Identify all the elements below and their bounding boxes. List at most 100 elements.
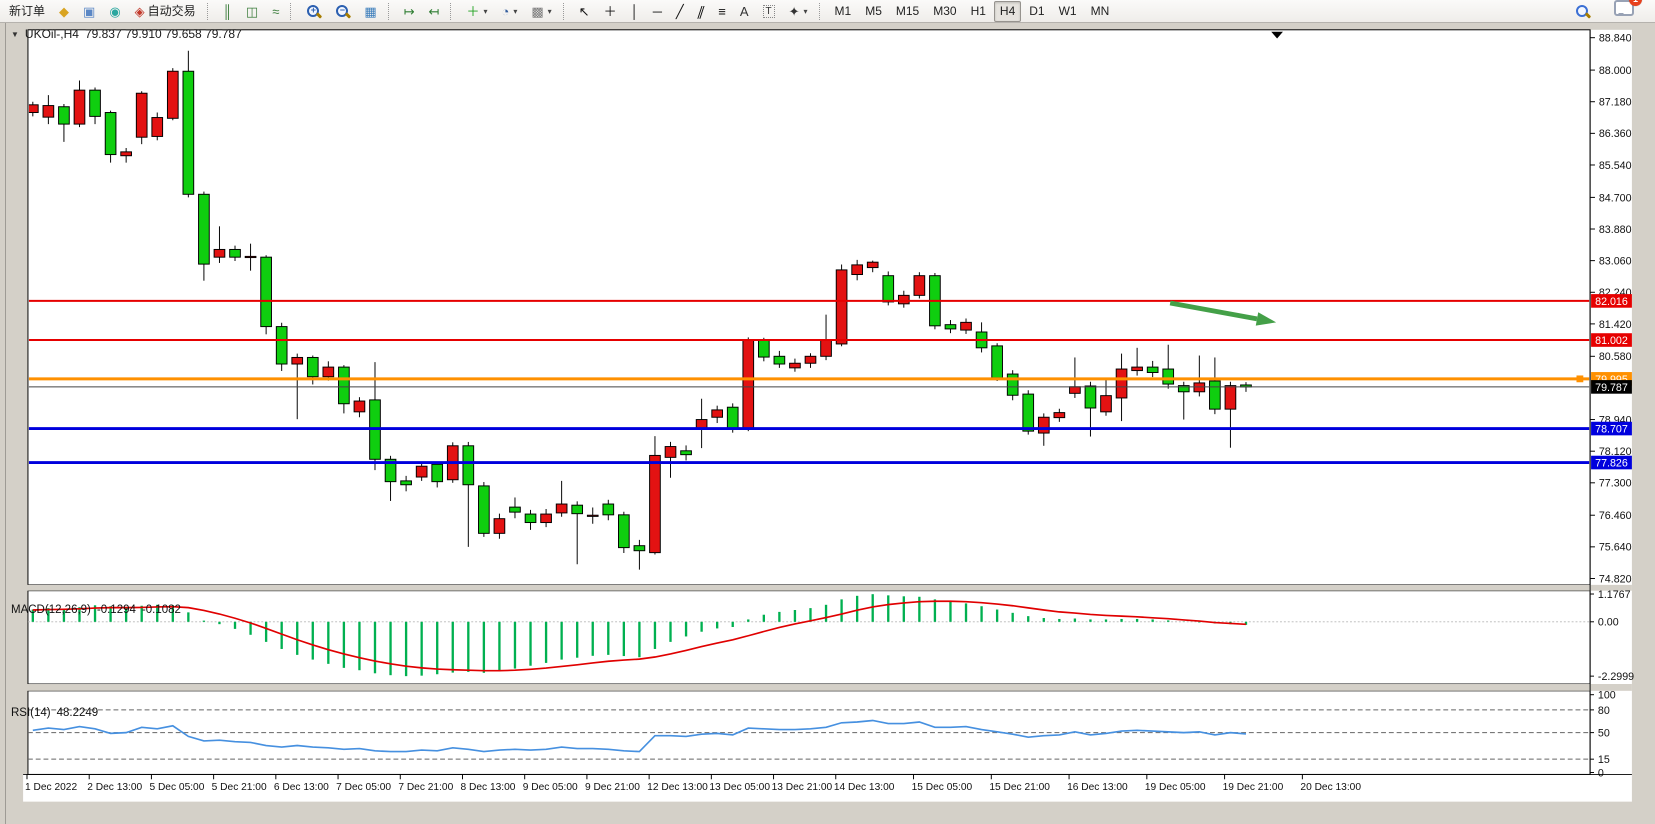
time-tick-label: 2 Dec 13:00	[87, 782, 142, 793]
timeframe-w1-button[interactable]: W1	[1053, 1, 1083, 22]
timeframe-m15-button[interactable]: M15	[890, 1, 925, 22]
candlestick-chart-button[interactable]: ◫	[240, 1, 264, 22]
crosshair-icon: ＋	[603, 3, 617, 19]
macd-label: MACD(12,26,9) -0.1294 -0.1082	[11, 604, 181, 616]
market-watch-button[interactable]: ◆	[53, 1, 75, 22]
candle	[633, 539, 646, 570]
candle	[1209, 357, 1221, 415]
timeframe-mn-button[interactable]: MN	[1085, 1, 1116, 22]
candle	[42, 95, 55, 125]
timeframe-h1-button[interactable]: H1	[965, 1, 992, 22]
panel-splitter[interactable]	[23, 684, 1632, 691]
search-button[interactable]	[1569, 1, 1596, 22]
time-tick-label: 1 Dec 2022	[25, 782, 77, 793]
trend-arrow[interactable]	[1169, 300, 1277, 326]
chart-svg: 88.840 88.000 87.180 86.360 85.540 84.700 83.8…	[23, 23, 1634, 802]
timeframe-m1-button[interactable]: M1	[829, 1, 858, 22]
candlestick-chart-icon: ◫	[245, 3, 259, 19]
price-tick-label: 78.120	[1599, 446, 1632, 458]
chart-shift-marker[interactable]	[1271, 31, 1283, 39]
time-tick-label: 19 Dec 21:00	[1223, 782, 1284, 793]
clock-icon: ◔	[501, 3, 510, 19]
time-tick-label: 5 Dec 21:00	[212, 782, 267, 793]
symbol-dropdown-icon[interactable]: ▼	[11, 29, 19, 39]
timeframe-d1-button[interactable]: D1	[1023, 1, 1050, 22]
price-tag: 78.707	[1591, 421, 1632, 435]
cursor-button[interactable]: ↖	[573, 1, 596, 22]
notifications-button[interactable]: 1	[1608, 0, 1642, 22]
price-tick-label: 86.360	[1599, 128, 1632, 140]
text-button[interactable]: A	[734, 1, 755, 22]
timeframe-m30-button[interactable]: M30	[927, 1, 962, 22]
trendline-button[interactable]: ╱	[670, 1, 690, 22]
channel-button[interactable]: ∥	[692, 1, 711, 22]
bar-chart-button[interactable]: ║	[217, 1, 238, 22]
time-tick-label: 14 Dec 13:00	[834, 782, 895, 793]
strategy-tester-button[interactable]: ▣	[77, 1, 101, 22]
auto-scroll-button[interactable]: ↦	[398, 1, 421, 22]
candle	[1100, 377, 1112, 416]
toolbar-separator	[206, 2, 213, 20]
chart-title-ohlc: 79.837 79.910 79.658 79.787	[84, 27, 242, 41]
zoom-in-button[interactable]: +	[300, 1, 327, 22]
macd-panel	[27, 590, 1591, 685]
macd-name: MACD(12,26,9)	[11, 604, 91, 616]
vertical-line-button[interactable]: │	[625, 1, 645, 22]
candle	[415, 461, 428, 481]
candle	[322, 361, 335, 381]
toolbar-right-group: 1	[1568, 0, 1655, 22]
price-tick-label: 88.840	[1599, 33, 1632, 45]
hline-handle[interactable]	[1576, 375, 1584, 383]
price-axis-bg[interactable]	[1590, 29, 1632, 775]
chart-shift-button[interactable]: ↤	[423, 1, 446, 22]
toolbar-separator	[818, 2, 825, 20]
periods-button[interactable]: ◔ ▾	[495, 1, 523, 22]
candle	[400, 475, 412, 492]
candle	[478, 482, 490, 537]
timeframe-h4-button[interactable]: H4	[993, 0, 1022, 22]
arrows-button[interactable]: ✦ ▾	[783, 1, 814, 22]
fibonacci-button[interactable]: ≡	[712, 1, 732, 22]
crosshair-button[interactable]: ＋	[598, 1, 623, 22]
price-axis[interactable]: 88.840 88.000 87.180 86.360 85.540 84.700 83.8…	[1589, 29, 1632, 775]
dropdown-caret-icon: ▾	[547, 6, 552, 16]
indicators-button[interactable]: ＋ ▾	[460, 1, 493, 22]
axis-label: 82.016	[1595, 296, 1628, 308]
new-order-button[interactable]: 新订单	[3, 1, 51, 22]
axis-label: 77.826	[1595, 457, 1628, 469]
candle	[58, 104, 70, 142]
time-tick-label: 13 Dec 05:00	[709, 782, 770, 793]
candle	[602, 499, 615, 521]
candle	[198, 191, 210, 281]
trendline-icon: ╱	[675, 3, 684, 19]
candle	[291, 353, 304, 420]
timeframe-m5-button[interactable]: M5	[859, 1, 888, 22]
panel-splitter[interactable]	[23, 584, 1632, 591]
zoom-out-button[interactable]: −	[329, 1, 356, 22]
signals-button[interactable]: ◉	[103, 1, 126, 22]
candle	[1224, 381, 1237, 448]
price-tag: 81.002	[1591, 333, 1632, 347]
axis-label: 78.707	[1595, 423, 1628, 435]
rsi-axis-label: 50	[1598, 728, 1610, 740]
text-label-button[interactable]: T	[757, 1, 781, 22]
time-tick-label: 7 Dec 21:00	[398, 782, 453, 793]
tile-windows-button[interactable]: ▦	[358, 1, 382, 22]
toolbar-separator	[290, 2, 296, 20]
templates-button[interactable]: ▩ ▾	[525, 1, 557, 22]
rsi-axis-label: 15	[1598, 754, 1610, 766]
autotrading-button-label: 自动交易	[147, 3, 196, 18]
timeframe-d1-button-label: D1	[1029, 3, 1045, 18]
autotrading-button[interactable]: ◈ 自动交易	[129, 1, 202, 22]
horizontal-line-button[interactable]: ─	[647, 1, 668, 22]
signals-icon: ◉	[109, 3, 121, 19]
candle	[213, 226, 226, 263]
chart-title[interactable]: ▼ UKOil-,H4 79.837 79.910 79.658 79.787	[11, 27, 242, 41]
macd-value: -0.1294	[96, 604, 136, 616]
line-chart-button[interactable]: ≈	[266, 1, 285, 22]
time-axis-bg[interactable]	[23, 774, 1632, 802]
timeframe-w1-button-label: W1	[1058, 3, 1077, 18]
time-axis[interactable]: 1 Dec 2022 2 Dec 13:00 5 Dec 05:00 5 Dec 21…	[23, 773, 1632, 793]
candle	[244, 243, 257, 271]
